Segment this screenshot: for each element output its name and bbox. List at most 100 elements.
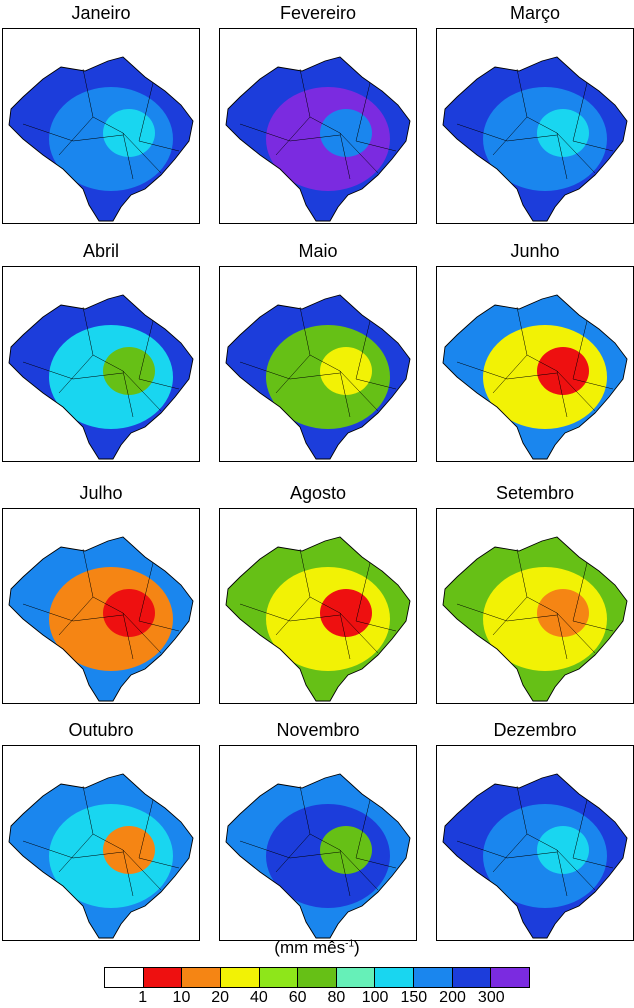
state-border xyxy=(299,306,351,418)
state-border xyxy=(239,603,341,622)
precip-region-core xyxy=(103,109,155,157)
map-panel xyxy=(2,28,200,224)
country-outline xyxy=(442,56,628,222)
state-border xyxy=(492,354,528,394)
map-panel xyxy=(219,266,417,462)
brazil-map xyxy=(225,56,411,222)
state-border xyxy=(299,548,351,660)
state-border xyxy=(299,68,351,180)
state-border xyxy=(239,361,341,380)
brazil-map xyxy=(442,294,628,460)
state-border xyxy=(456,361,558,380)
country-outline xyxy=(442,294,628,460)
state-border xyxy=(58,116,94,156)
state-border xyxy=(22,123,124,142)
country-outline xyxy=(225,536,411,702)
colorbar-swatch xyxy=(336,968,376,987)
state-border xyxy=(239,840,341,859)
state-border xyxy=(572,82,614,152)
brazil-map xyxy=(442,536,628,702)
colorbar-swatch xyxy=(182,968,221,987)
brazil-map xyxy=(225,294,411,460)
colorbar-swatch xyxy=(105,968,144,987)
state-border xyxy=(275,354,311,394)
precip-region-core xyxy=(537,589,589,637)
state-border xyxy=(275,596,311,636)
state-border xyxy=(82,785,134,897)
country-outline xyxy=(442,773,628,939)
map-panel xyxy=(2,508,200,704)
state-border xyxy=(239,123,341,142)
precipitation-colorbar xyxy=(104,967,530,988)
state-border xyxy=(572,562,614,632)
colorbar-tick: 150 xyxy=(400,989,428,1006)
map-panel xyxy=(219,28,417,224)
state-border xyxy=(339,849,379,891)
map-panel xyxy=(2,745,200,941)
state-border xyxy=(58,354,94,394)
state-border xyxy=(355,82,397,152)
precip-region-core xyxy=(103,347,155,395)
state-border xyxy=(556,132,596,174)
panel-title: Novembro xyxy=(276,720,360,740)
panel-title: Outubro xyxy=(68,720,134,740)
brazil-map xyxy=(8,773,194,939)
state-border xyxy=(572,799,614,869)
panel-title: Junho xyxy=(510,241,560,261)
colorbar-swatch xyxy=(298,968,337,987)
colorbar-tick: 10 xyxy=(172,989,191,1006)
state-border xyxy=(556,849,596,891)
panel-title: Fevereiro xyxy=(279,3,357,23)
country-outline xyxy=(8,294,194,460)
brazil-map xyxy=(8,536,194,702)
state-border xyxy=(58,596,94,636)
state-border xyxy=(122,370,162,412)
unit-label: (mm mês-1) xyxy=(274,938,360,957)
state-border xyxy=(339,612,379,654)
state-border xyxy=(122,612,162,654)
state-border xyxy=(22,603,124,622)
precip-region-core xyxy=(537,826,589,874)
state-border xyxy=(572,320,614,390)
panel-title: Janeiro xyxy=(71,3,131,23)
country-outline xyxy=(225,773,411,939)
state-border xyxy=(456,123,558,142)
state-border xyxy=(82,68,134,180)
country-outline xyxy=(442,536,628,702)
state-border xyxy=(339,132,379,174)
state-border xyxy=(456,603,558,622)
state-border xyxy=(355,799,397,869)
state-border xyxy=(516,306,568,418)
colorbar-tick: 40 xyxy=(250,989,268,1006)
country-outline xyxy=(225,56,411,222)
panel-title: Agosto xyxy=(289,483,347,503)
brazil-map xyxy=(225,536,411,702)
colorbar-tick: 80 xyxy=(327,989,346,1006)
state-border xyxy=(122,132,162,174)
precip-region-core xyxy=(320,826,372,874)
brazil-map xyxy=(8,56,194,222)
precip-region-core xyxy=(320,347,372,395)
colorbar-swatch xyxy=(491,968,530,987)
state-border xyxy=(516,785,568,897)
precip-region-core xyxy=(320,589,372,637)
precip-region-core xyxy=(537,109,589,157)
brazil-map xyxy=(442,773,628,939)
state-border xyxy=(556,612,596,654)
state-border xyxy=(355,320,397,390)
brazil-map xyxy=(8,294,194,460)
state-border xyxy=(82,306,134,418)
state-border xyxy=(516,68,568,180)
colorbar-tick-labels: 1 10 20 40 60 80 100 150 200 300 xyxy=(0,989,634,1008)
state-border xyxy=(456,840,558,859)
map-panel xyxy=(2,266,200,462)
country-outline xyxy=(225,294,411,460)
state-border xyxy=(275,116,311,156)
map-panel xyxy=(219,508,417,704)
state-border xyxy=(492,833,528,873)
precip-region-core xyxy=(320,109,372,157)
state-border xyxy=(122,849,162,891)
colorbar-swatch xyxy=(414,968,453,987)
panel-title: Julho xyxy=(79,483,123,503)
panel-title: Abril xyxy=(82,241,119,261)
